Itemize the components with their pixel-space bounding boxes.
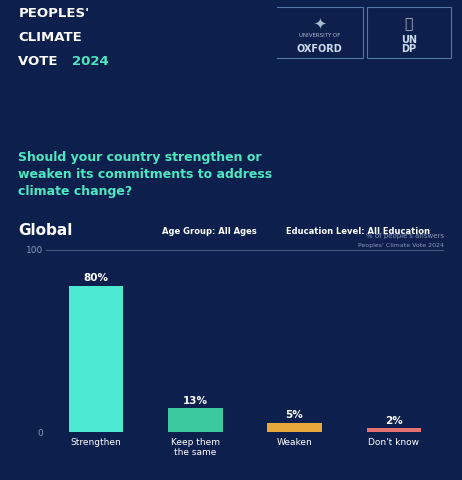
- Text: Education Level: All Education: Education Level: All Education: [286, 227, 431, 236]
- FancyBboxPatch shape: [275, 7, 363, 58]
- Text: OXFORD: OXFORD: [297, 44, 342, 54]
- Bar: [267, 423, 322, 432]
- Text: 80%: 80%: [83, 273, 109, 283]
- Text: ✦: ✦: [313, 17, 326, 32]
- Bar: [68, 286, 123, 432]
- Text: 2%: 2%: [385, 416, 403, 426]
- Text: CLIMATE: CLIMATE: [18, 31, 82, 44]
- Text: UN
DP: UN DP: [401, 35, 417, 54]
- Text: Global: Global: [18, 223, 73, 238]
- Text: 5%: 5%: [286, 410, 304, 420]
- Bar: [366, 428, 421, 432]
- Text: Peoples' Climate Vote 2024: Peoples' Climate Vote 2024: [358, 243, 444, 248]
- Text: 13%: 13%: [182, 396, 208, 406]
- Text: 2024: 2024: [72, 55, 109, 68]
- Text: Should your country strengthen or
weaken its commitments to address
climate chan: Should your country strengthen or weaken…: [18, 151, 273, 198]
- Text: VOTE: VOTE: [18, 55, 63, 68]
- FancyBboxPatch shape: [367, 7, 451, 58]
- Text: Age Group: All Ages: Age Group: All Ages: [162, 227, 256, 236]
- Text: PEOPLES': PEOPLES': [18, 7, 90, 20]
- Text: UNIVERSITY OF: UNIVERSITY OF: [298, 33, 340, 38]
- Bar: [168, 408, 223, 432]
- Text: % of people's answers: % of people's answers: [365, 233, 444, 239]
- Text: 🌐: 🌐: [405, 17, 413, 31]
